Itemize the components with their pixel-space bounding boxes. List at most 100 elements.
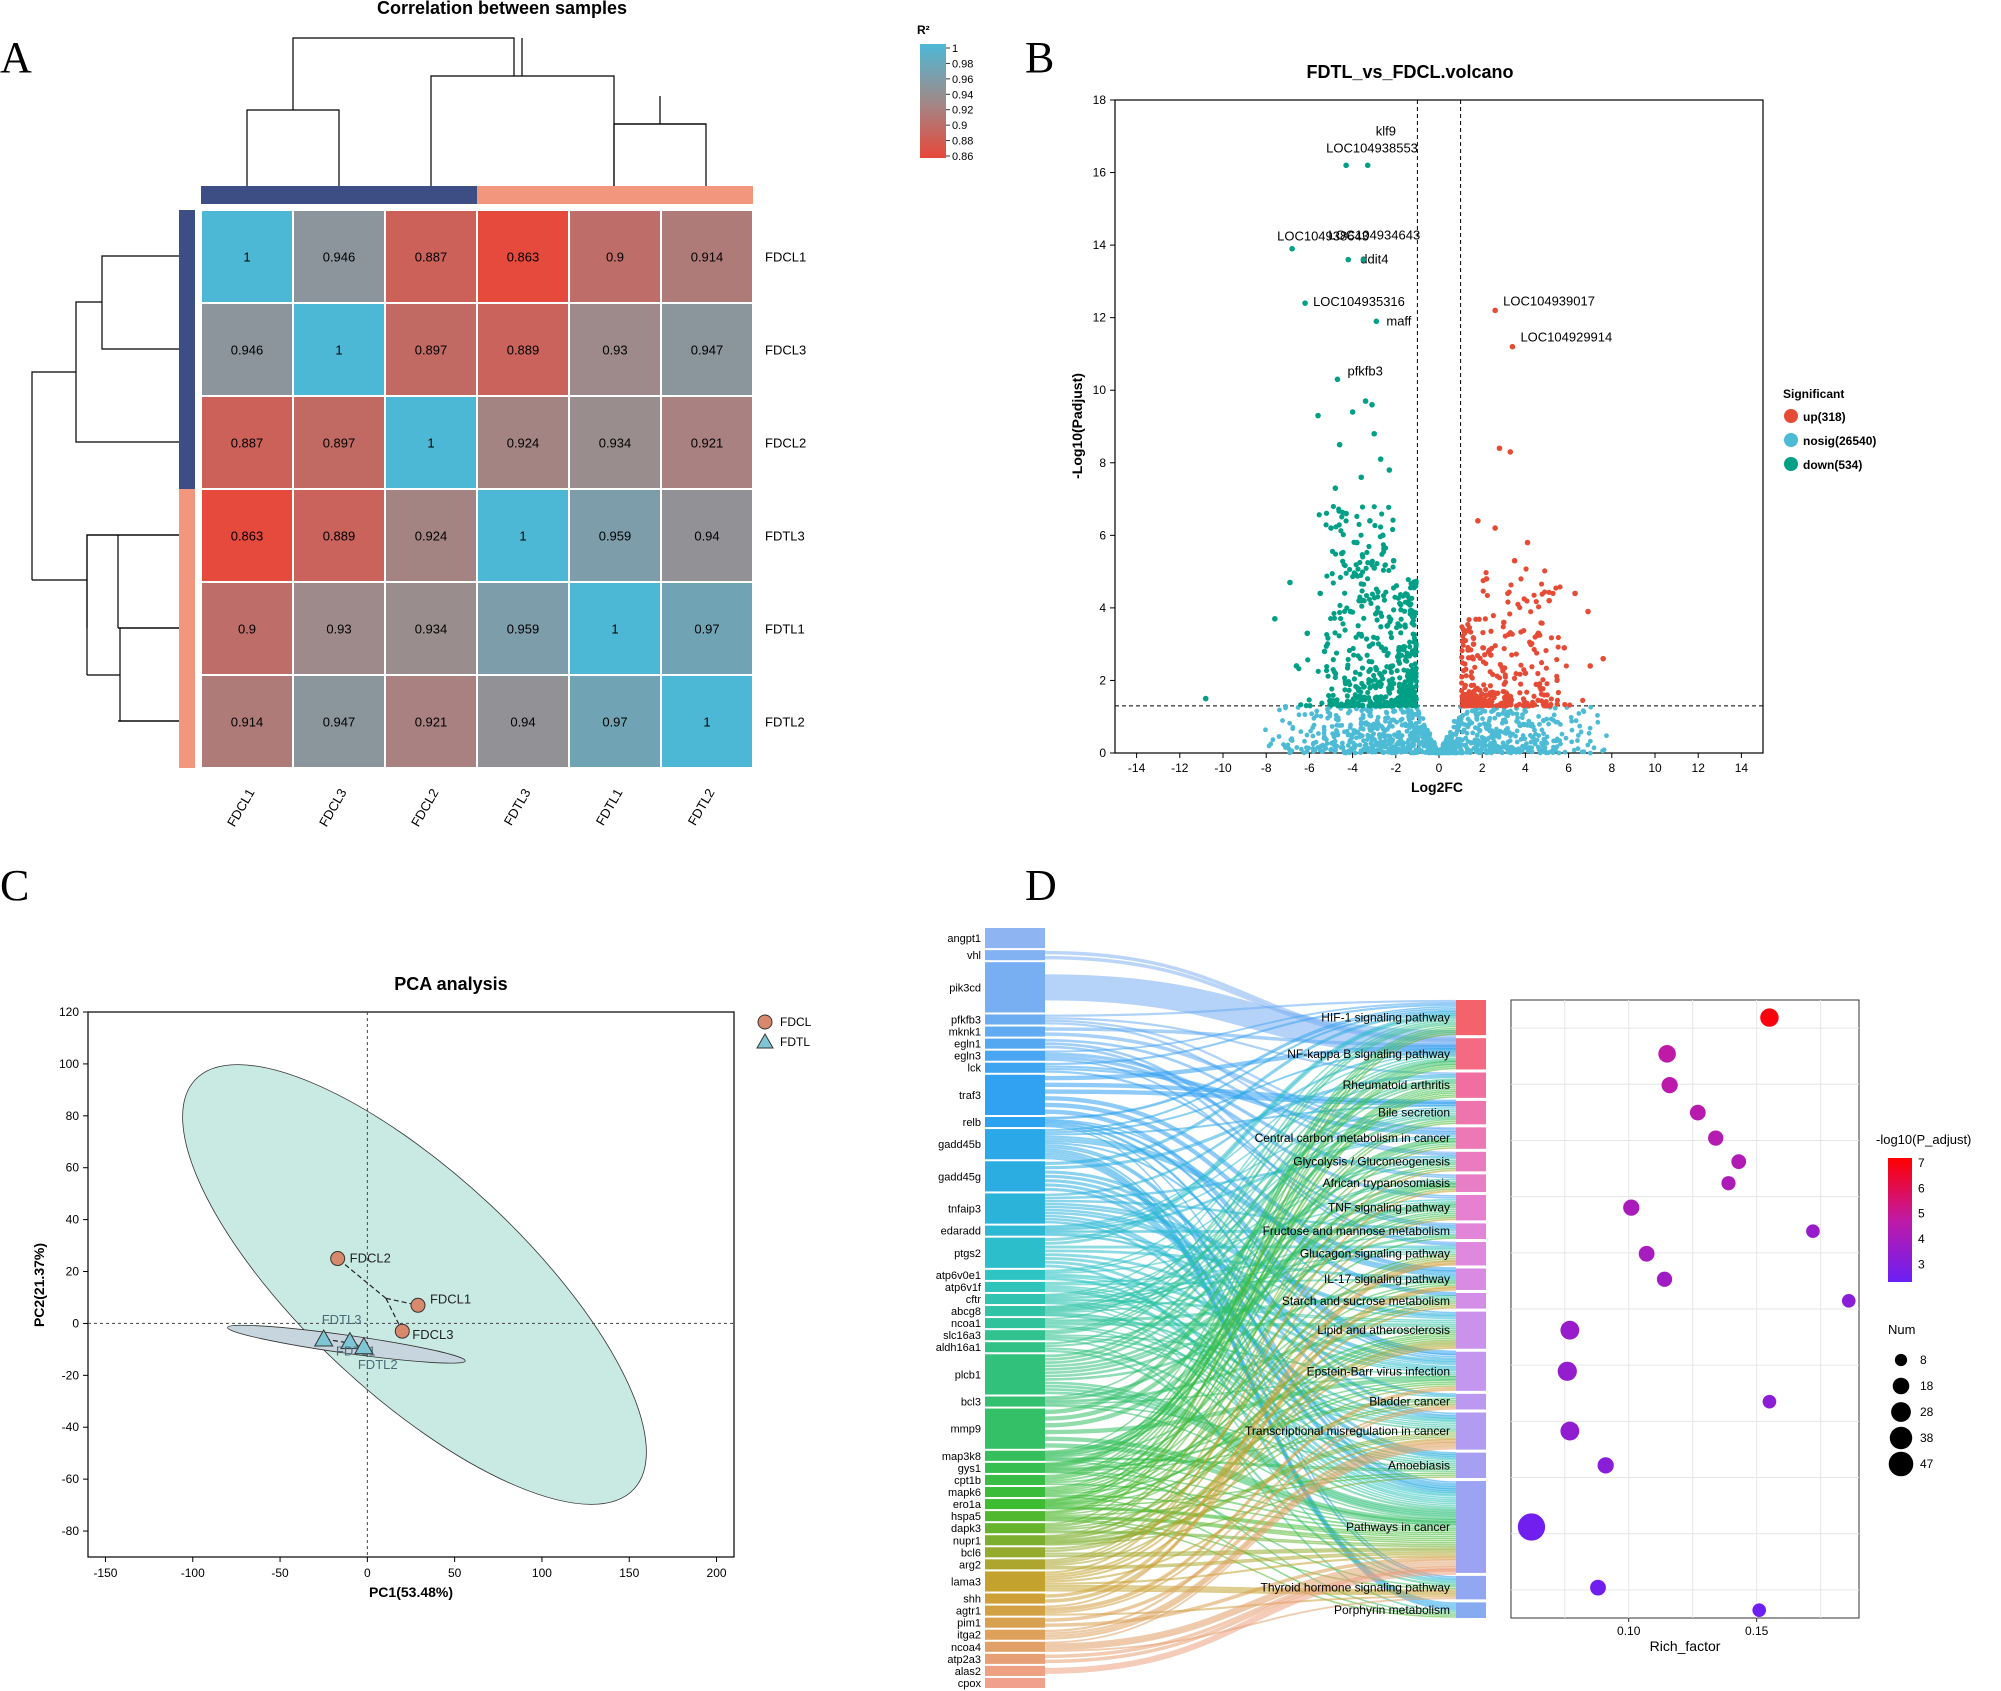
volcano-point-up [1462,691,1468,698]
volcano-point-nosig [1562,749,1568,755]
volcano-point-nosig [1541,731,1546,736]
volcano-point-up [1470,634,1476,641]
volcano-point-down [1337,609,1343,616]
heatmap-cell [200,674,294,769]
sankey-link [1044,1561,1457,1647]
sankey-pathway-node [1456,1268,1486,1290]
pca-legend-label: FDTL [780,1035,810,1049]
volcano-point-down [1378,703,1384,709]
volcano-point-up [1515,601,1521,607]
volcano-point-up [1482,652,1488,658]
volcano-point-nosig [1350,745,1356,751]
volcano-point-nosig [1387,733,1393,739]
heatmap-cell-value: 0.897 [323,436,356,451]
volcano-point-down [1365,560,1371,566]
volcano-point-nosig [1415,712,1420,718]
volcano-point-nosig [1551,717,1556,723]
sankey-link [1044,1302,1457,1540]
volcano-point-down [1387,681,1393,687]
sankey-link [1044,1379,1457,1470]
volcano-point-nosig [1512,747,1518,752]
heatmap-cell-value: 0.946 [231,343,264,358]
volcano-point-nosig [1475,737,1481,743]
pca-y-tick-label: -60 [62,1472,80,1486]
volcano-point-nosig [1333,747,1339,753]
volcano-point-up [1513,670,1519,677]
heatmap-top-dendrogram-fix [613,123,706,186]
volcano-point-nosig [1537,721,1542,727]
sankey-link [1044,1053,1457,1272]
volcano-point-nosig [1332,738,1338,744]
bubble-point [1658,1045,1676,1063]
volcano-point-nosig [1348,722,1353,728]
volcano-y-tick-label: 18 [1093,93,1107,107]
sankey-gene-label: gadd45b [938,1139,981,1151]
sankey-pathway-node [1456,1194,1486,1221]
volcano-x-tick-label: 12 [1692,761,1706,775]
heatmap-cell [292,395,386,490]
pca-point-label: FDTL3 [322,1312,362,1327]
volcano-point-down [1399,698,1405,704]
sankey-pathway-node [1456,1412,1486,1450]
volcano-point-nosig [1367,710,1373,716]
panel-letter-a: A [0,33,32,82]
volcano-legend-label: up(318) [1803,410,1846,424]
sankey-pathway-label: Thyroid hormone signaling pathway [1261,1581,1450,1595]
volcano-point-nosig [1382,718,1388,724]
volcano-y-tick-label: 10 [1093,383,1107,397]
pca-y-tick-label: 100 [59,1057,79,1071]
volcano-point-nosig [1528,739,1534,745]
volcano-point-up [1466,625,1473,631]
volcano-point-nosig [1415,750,1420,755]
volcano-point-up [1465,644,1471,651]
volcano-point-up [1524,539,1531,546]
sankey-link [1044,1445,1457,1640]
volcano-point-nosig [1327,711,1333,717]
volcano-point-nosig [1372,737,1378,743]
sankey-gene-node [985,1293,1045,1305]
pca-x-tick-label: 150 [619,1566,639,1580]
volcano-point-up [1561,644,1568,651]
bubble-color-tick-label: 5 [1918,1207,1925,1221]
volcano-point-down [1374,635,1380,641]
volcano-point-down [1402,679,1408,685]
sankey-gene-label: lck [968,1063,982,1075]
volcano-point-nosig [1399,733,1405,738]
heatmap-cell [660,488,754,583]
bubble-size-label: 28 [1920,1405,1934,1419]
heatmap-col-label: FDTL2 [685,786,718,828]
volcano-point-down [1343,570,1349,576]
pca-point-fdtl [340,1331,360,1350]
heatmap-cell [384,581,478,676]
heatmap-cell [476,581,570,676]
sankey-link [1044,1056,1457,1308]
sankey-gene-label: arg2 [959,1559,981,1571]
sankey-link [1044,1189,1457,1574]
volcano-point-down [1378,624,1384,630]
volcano-point-nosig [1514,728,1520,734]
sankey-gene-label: map3k8 [942,1451,981,1463]
volcano-point-nosig [1365,732,1371,738]
heatmap-legend-tick-label: 1 [952,43,958,55]
volcano-point-down [1325,673,1331,679]
volcano-point-nosig [1374,718,1380,724]
sankey-link [1044,1549,1457,1558]
volcano-point-down [1379,511,1385,517]
sankey-gene-node [985,1050,1045,1061]
volcano-point-down [1381,597,1388,603]
volcano-point-nosig [1301,750,1307,756]
bubble-point [1557,1361,1577,1381]
volcano-point-up [1554,677,1560,684]
pca-y-tick-label: 0 [72,1316,79,1330]
volcano-point-nosig [1266,743,1272,749]
volcano-point-down [1331,610,1337,617]
sankey-gene-label: tnfaip3 [948,1204,981,1216]
volcano-point-down [1351,676,1358,682]
volcano-point-nosig [1352,750,1358,756]
volcano-point-down [1367,643,1373,649]
volcano-point-nosig [1386,741,1392,747]
heatmap-cell-value: 0.97 [602,715,627,730]
sankey-gene-node [985,1511,1045,1522]
volcano-point-nosig [1454,730,1459,736]
volcano-point-nosig [1324,706,1330,712]
